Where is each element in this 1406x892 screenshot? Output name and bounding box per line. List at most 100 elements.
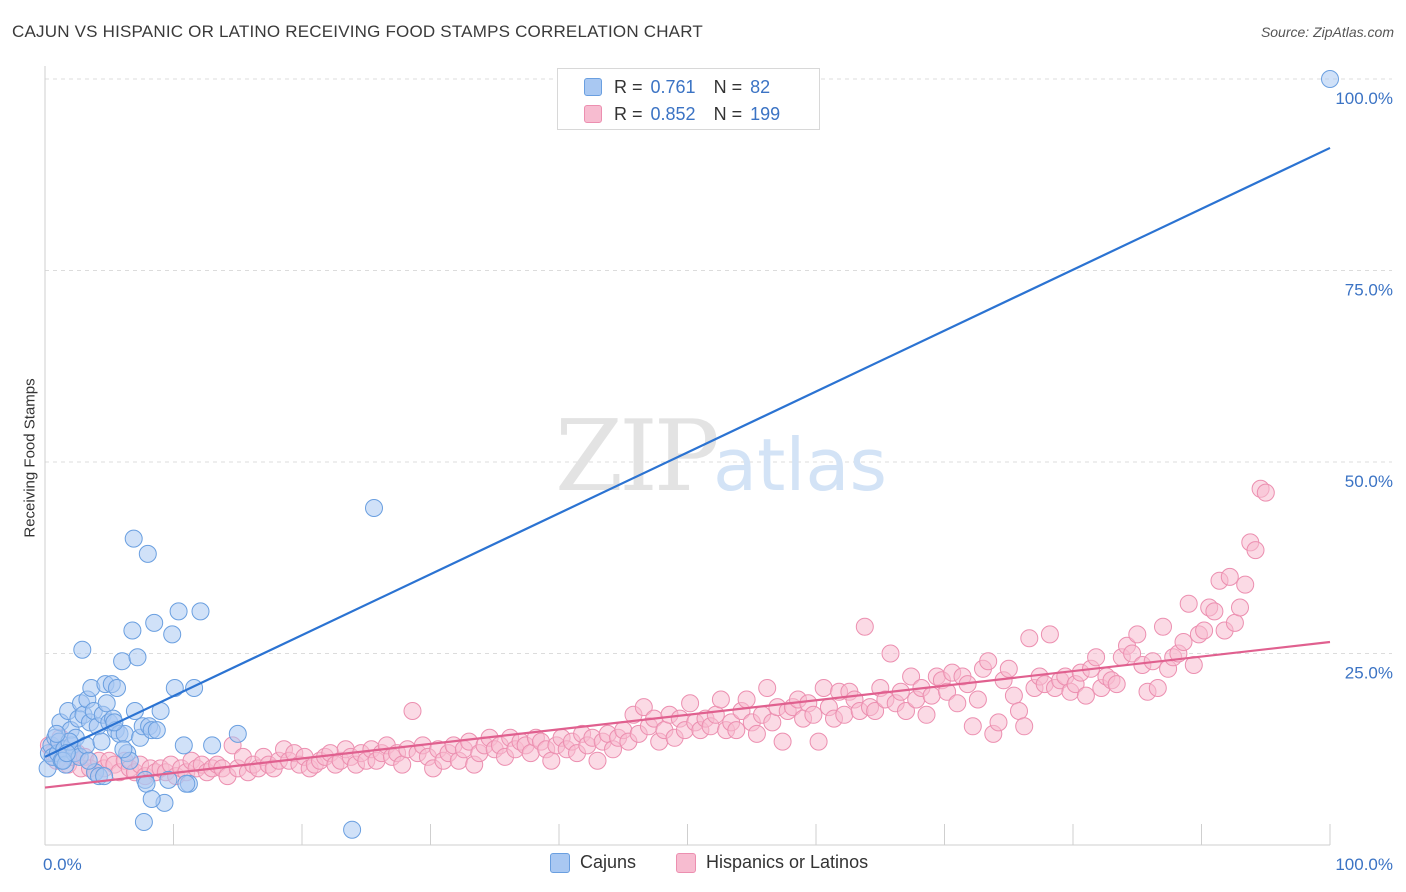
cajun-point bbox=[174, 736, 193, 755]
chart-title: CAJUN VS HISPANIC OR LATINO RECEIVING FO… bbox=[12, 22, 703, 41]
cajun-point bbox=[97, 694, 116, 713]
cajun-point bbox=[128, 648, 147, 667]
cajun-point bbox=[114, 740, 133, 759]
hispanic-point bbox=[634, 698, 653, 717]
hispanic-point bbox=[814, 679, 833, 697]
bottom-legend-swatch-cajuns bbox=[550, 852, 570, 873]
hispanic-point bbox=[1174, 633, 1193, 651]
hispanic-point bbox=[1010, 702, 1028, 720]
hispanic-point bbox=[938, 682, 957, 701]
hispanic-point bbox=[1205, 602, 1224, 621]
hispanic-point bbox=[1246, 541, 1265, 560]
cajun-point bbox=[203, 736, 222, 755]
hispanic-point bbox=[1076, 686, 1095, 705]
watermark-atlas: atlas bbox=[713, 423, 887, 507]
trend-lines bbox=[44, 146, 1331, 789]
x-tick-label: 100.0% bbox=[1335, 855, 1393, 874]
legend-r-value: 0.761 bbox=[650, 76, 696, 97]
cajun-point bbox=[113, 652, 132, 671]
hispanic-point bbox=[804, 705, 823, 724]
hispanic-point bbox=[393, 755, 412, 774]
hispanic-point bbox=[1123, 644, 1142, 663]
hispanic-point bbox=[711, 690, 730, 709]
cajun-point bbox=[73, 640, 92, 659]
cajun-point bbox=[159, 770, 178, 789]
y-tick-label: 25.0% bbox=[1345, 664, 1393, 683]
hispanic-point bbox=[902, 667, 921, 686]
hispanic-point bbox=[1107, 675, 1126, 694]
bottom-legend-label-hispanics: Hispanics or Latinos bbox=[706, 852, 869, 872]
hispanic-point bbox=[1256, 483, 1275, 502]
hispanic-point bbox=[948, 694, 967, 713]
hispanic-point bbox=[897, 702, 915, 720]
hispanic-point bbox=[1179, 594, 1198, 613]
tick-labels: 25.0% 50.0% 75.0% 100.0% 0.0% 100.0% bbox=[43, 89, 1393, 874]
cajun-point bbox=[365, 499, 383, 517]
bottom-legend-cajuns: Cajuns bbox=[550, 852, 636, 873]
watermark: ZIP atlas bbox=[555, 400, 887, 514]
correlation-legend: R = 0.761 N = 82 R = 0.852 N = 199 bbox=[557, 68, 820, 130]
y-tick-label: 75.0% bbox=[1345, 281, 1393, 300]
cajun-point bbox=[92, 732, 111, 751]
hispanic-point bbox=[866, 702, 885, 720]
cajun-point bbox=[124, 529, 143, 548]
hispanic-point bbox=[1087, 648, 1106, 667]
hispanic-point bbox=[706, 705, 725, 724]
hispanic-point bbox=[989, 713, 1008, 732]
legend-row-hispanics: R = 0.852 N = 199 bbox=[584, 102, 780, 126]
axes bbox=[44, 66, 1331, 846]
cajun-point bbox=[343, 820, 362, 839]
cajun-point bbox=[145, 613, 164, 632]
hispanic-point bbox=[681, 694, 700, 713]
trend-line-hispanics bbox=[44, 640, 1331, 789]
cajun-point bbox=[169, 602, 188, 621]
hispanic-point bbox=[403, 702, 422, 720]
hispanic-point bbox=[881, 644, 900, 663]
cajun-point bbox=[108, 679, 126, 697]
cajun-point bbox=[191, 602, 210, 621]
cajun-point bbox=[79, 751, 98, 770]
series-hispanics-points bbox=[39, 479, 1275, 786]
cajun-point bbox=[134, 813, 153, 831]
legend-swatch-hispanics bbox=[584, 105, 602, 123]
hispanic-point bbox=[1154, 617, 1172, 636]
legend-n-value: 82 bbox=[750, 76, 771, 97]
legend-r-label: R = bbox=[614, 76, 643, 97]
legend-swatch-cajuns bbox=[584, 78, 602, 96]
cajun-point bbox=[228, 724, 247, 743]
bottom-legend-label-cajuns: Cajuns bbox=[580, 852, 637, 872]
hispanic-point bbox=[1220, 567, 1239, 586]
hispanic-point bbox=[763, 713, 782, 732]
legend-r-label: R = bbox=[614, 103, 643, 124]
hispanic-point bbox=[963, 717, 982, 736]
hispanic-point bbox=[737, 690, 756, 709]
bottom-legend-swatch-hispanics bbox=[676, 852, 696, 873]
legend-n-value: 199 bbox=[750, 103, 781, 124]
hispanic-point bbox=[1195, 621, 1214, 640]
hispanic-point bbox=[855, 617, 874, 636]
hispanic-point bbox=[1225, 613, 1244, 632]
hispanic-point bbox=[773, 732, 792, 751]
watermark-zip: ZIP bbox=[555, 400, 717, 514]
hispanic-point bbox=[999, 659, 1018, 678]
hispanic-point bbox=[727, 721, 746, 740]
cajun-point bbox=[138, 544, 157, 563]
legend-n-label: N = bbox=[713, 103, 743, 124]
hispanic-point bbox=[1015, 717, 1034, 736]
cajun-point bbox=[147, 721, 166, 740]
hispanic-point bbox=[1236, 575, 1255, 594]
hispanic-point bbox=[588, 751, 607, 770]
hispanic-point bbox=[1128, 625, 1147, 644]
y-tick-label: 50.0% bbox=[1345, 472, 1393, 491]
hispanic-point bbox=[835, 705, 854, 724]
cajun-point bbox=[142, 790, 161, 808]
cajun-point bbox=[165, 679, 184, 697]
y-tick-label: 100.0% bbox=[1335, 89, 1393, 108]
cajun-point bbox=[177, 774, 196, 793]
hispanic-point bbox=[917, 705, 936, 724]
hispanic-point bbox=[1040, 625, 1059, 644]
hispanic-point bbox=[1004, 686, 1023, 705]
hispanic-point bbox=[1020, 629, 1039, 648]
cajun-point bbox=[47, 724, 66, 743]
